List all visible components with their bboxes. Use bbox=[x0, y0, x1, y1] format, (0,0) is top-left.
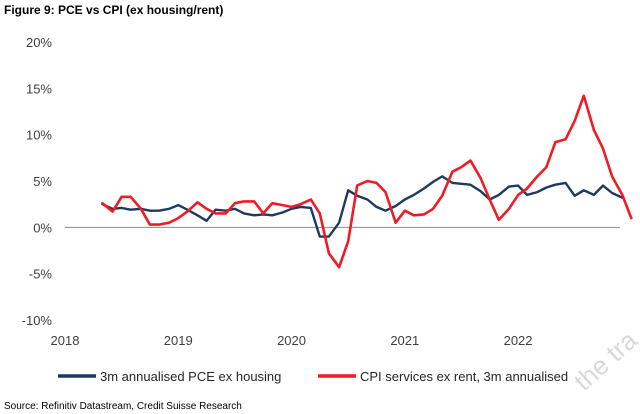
pce-vs-cpi-chart: 20% 15% 10% 5% 0% -5% -10% 2018 2019 2020 2021 202… bbox=[22, 35, 640, 395]
y-tick-label: 15% bbox=[26, 81, 52, 96]
x-tick-label: 2018 bbox=[51, 333, 80, 348]
series-layer bbox=[101, 94, 633, 269]
x-tick-label: 2020 bbox=[277, 333, 306, 348]
y-tick-label: 20% bbox=[26, 35, 52, 50]
legend-label-cpi: CPI services ex rent, 3m annualised bbox=[360, 369, 568, 384]
legend-label-pce: 3m annualised PCE ex housing bbox=[100, 369, 281, 384]
y-tick-label: 5% bbox=[33, 174, 52, 189]
y-tick-label: -10% bbox=[22, 313, 53, 328]
chart-legend: 3m annualised PCE ex housing CPI service… bbox=[58, 369, 568, 384]
figure-title: Figure 9: PCE vs CPI (ex housing/rent) bbox=[4, 3, 224, 17]
y-tick-label: -5% bbox=[29, 267, 53, 282]
series-line-cpi bbox=[101, 94, 633, 269]
source-note: Source: Refinitiv Datastream, Credit Sui… bbox=[4, 401, 242, 412]
y-axis-ticks: 20% 15% 10% 5% 0% -5% -10% bbox=[22, 35, 53, 328]
watermark-text: the tra bbox=[568, 324, 640, 395]
y-tick-label: 0% bbox=[33, 220, 52, 235]
x-tick-label: 2022 bbox=[504, 333, 533, 348]
x-axis-ticks: 2018 2019 2020 2021 2022 bbox=[51, 333, 533, 348]
y-tick-label: 10% bbox=[26, 128, 52, 143]
x-tick-label: 2019 bbox=[164, 333, 193, 348]
x-tick-label: 2021 bbox=[390, 333, 419, 348]
